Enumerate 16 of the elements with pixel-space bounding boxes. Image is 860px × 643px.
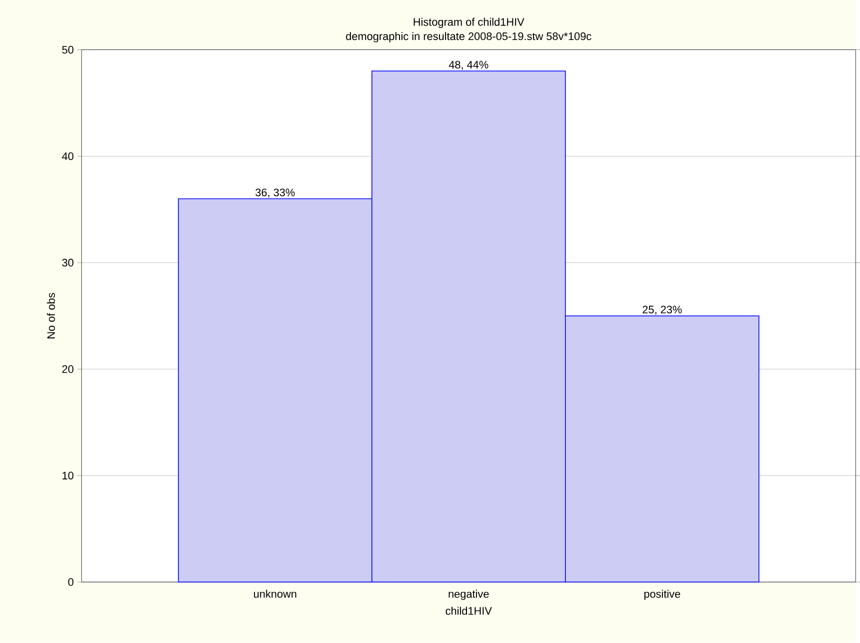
x-axis-title: child1HIV (446, 606, 492, 615)
y-tick-label: 0 (68, 578, 74, 586)
x-tick-label: negative (448, 590, 489, 600)
chart-title: Histogram of child1HIV (414, 18, 524, 28)
y-tick-label: 30 (62, 258, 74, 267)
x-tick-label: positive (644, 590, 680, 600)
data-label: 48, 44% (448, 60, 488, 70)
y-tick-label: 40 (62, 152, 74, 160)
y-tick-label: 50 (62, 46, 74, 54)
x-tick-label: unknown (254, 590, 296, 598)
y-tick-label: 20 (62, 365, 74, 374)
y-axis-title: No of obs (46, 293, 55, 338)
y-tick-label: 10 (62, 472, 74, 480)
data-label: 36, 33% (256, 188, 295, 198)
data-label: 25, 23% (642, 306, 682, 315)
chart-subtitle: demographic in resultate 2008-05-19.stw 58v*109c (346, 32, 592, 42)
